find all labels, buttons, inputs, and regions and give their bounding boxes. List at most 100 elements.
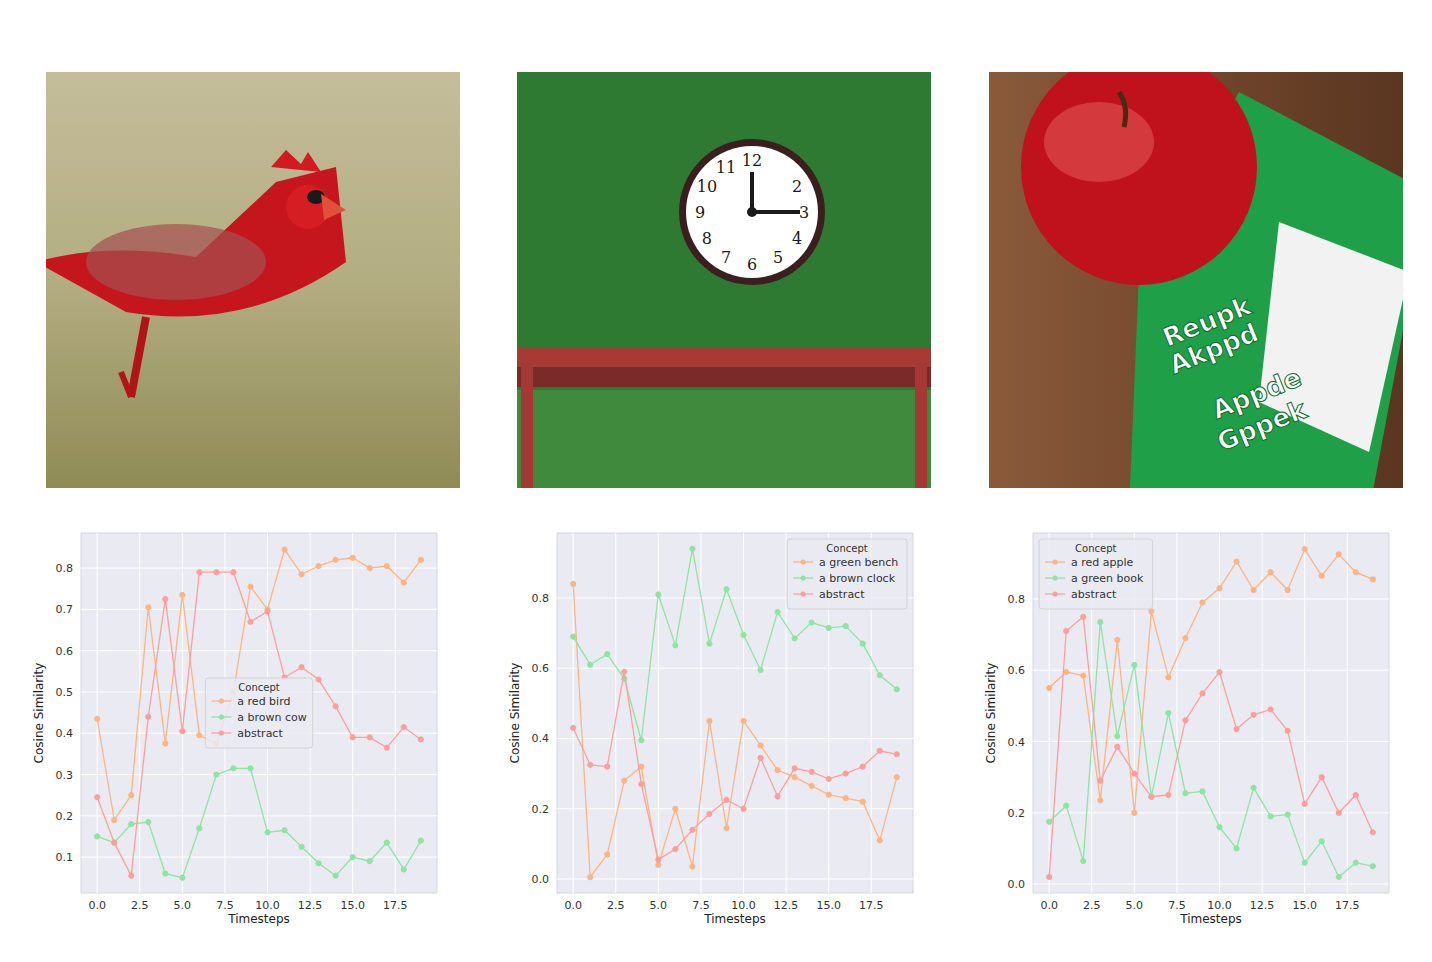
series-marker: [248, 584, 253, 589]
grid-line: [700, 533, 701, 893]
series-marker: [384, 840, 389, 845]
tick-label: 0.5: [56, 686, 74, 699]
tick-label: 0.8: [1008, 593, 1026, 606]
series-marker: [231, 766, 236, 771]
legend-title: Concept: [238, 682, 279, 693]
tick-label: 10.0: [255, 899, 280, 912]
series-marker: [1336, 874, 1341, 879]
series-marker: [724, 825, 729, 830]
legend-box: [787, 539, 907, 609]
apple-highlight: [1044, 102, 1154, 182]
series-marker: [418, 838, 423, 843]
series-marker: [707, 811, 712, 816]
bird-beak: [321, 194, 346, 220]
series-marker: [1047, 685, 1052, 690]
series-marker: [571, 634, 576, 639]
series-marker: [1319, 573, 1324, 578]
legend-swatch: [801, 575, 806, 580]
series-line: [1049, 617, 1373, 877]
tick-label: 0.0: [532, 873, 550, 886]
series-line: [1049, 622, 1373, 877]
series-marker: [146, 819, 151, 824]
book-text: Gppek: [1213, 394, 1312, 457]
tick-label: 17.5: [859, 899, 884, 912]
series-marker: [1183, 636, 1188, 641]
tick-label: 10.0: [1207, 899, 1232, 912]
legend-label: a red bird: [237, 695, 290, 708]
series-marker: [741, 632, 746, 637]
legend: Concepta red applea green bookabstract: [1039, 539, 1153, 609]
series-marker: [316, 677, 321, 682]
chart: 0.02.55.07.510.012.515.017.50.00.20.40.6…: [508, 533, 913, 926]
series-marker: [758, 743, 763, 748]
grid-line: [182, 533, 183, 893]
grid-line: [557, 878, 913, 879]
series-marker: [95, 834, 100, 839]
tick-label: 12.5: [774, 899, 799, 912]
grass: [46, 72, 460, 488]
series-marker: [350, 854, 355, 859]
legend-label: a green book: [1071, 572, 1144, 585]
plot-area: [557, 533, 913, 893]
tick-label: 0.6: [532, 662, 550, 675]
series-marker: [1149, 794, 1154, 799]
series-marker: [894, 752, 899, 757]
tick-label: 0.8: [56, 562, 74, 575]
tick-label: 0.6: [56, 645, 74, 658]
series-marker: [248, 619, 253, 624]
bird-leg: [121, 372, 131, 397]
series-marker: [1234, 726, 1239, 731]
series-marker: [894, 774, 899, 779]
series-marker: [656, 857, 661, 862]
series-marker: [265, 830, 270, 835]
legend-swatch: [219, 714, 224, 719]
series-marker: [1217, 824, 1222, 829]
series-marker: [894, 687, 899, 692]
legend-swatch: [1052, 559, 1057, 564]
series-marker: [673, 643, 678, 648]
series-marker: [639, 782, 644, 787]
series-marker: [656, 592, 661, 597]
series-marker: [1370, 577, 1375, 582]
series-line: [1049, 549, 1373, 813]
tick-label: 5.0: [650, 899, 668, 912]
clock-photo: 12234567891011: [517, 72, 931, 488]
series-marker: [741, 718, 746, 723]
grid-line: [1347, 533, 1348, 893]
grid-line: [352, 533, 353, 893]
series-marker: [843, 771, 848, 776]
series-marker: [282, 547, 287, 552]
clock-pin: [747, 207, 757, 217]
series-marker: [1098, 778, 1103, 783]
clock-numeral: 8: [702, 229, 712, 248]
grid-line: [557, 668, 913, 669]
series-marker: [401, 724, 406, 729]
series-marker: [1098, 798, 1103, 803]
series-marker: [1115, 744, 1120, 749]
clock-hand: [750, 172, 754, 212]
series-marker: [809, 783, 814, 788]
series-marker: [350, 735, 355, 740]
legend-label: a brown cow: [237, 711, 306, 724]
series-marker: [877, 838, 882, 843]
series-marker: [571, 725, 576, 730]
legend-swatch: [801, 559, 806, 564]
series-marker: [1370, 864, 1375, 869]
series-marker: [690, 827, 695, 832]
grid-line: [81, 857, 437, 858]
axis-label: Timesteps: [703, 912, 766, 926]
series-marker: [95, 716, 100, 721]
series-marker: [350, 555, 355, 560]
grid-line: [786, 533, 787, 893]
figure: 12234567891011ReupkAkppdAppdeGppek0.02.5…: [0, 0, 1432, 962]
grid-line: [1304, 533, 1305, 893]
series-marker: [1200, 789, 1205, 794]
grid-line: [81, 650, 437, 651]
tick-label: 0.4: [532, 732, 550, 745]
series-marker: [1047, 874, 1052, 879]
series-marker: [877, 673, 882, 678]
series-marker: [690, 546, 695, 551]
series-marker: [299, 572, 304, 577]
tick-label: 0.0: [1008, 878, 1026, 891]
series-marker: [1285, 587, 1290, 592]
